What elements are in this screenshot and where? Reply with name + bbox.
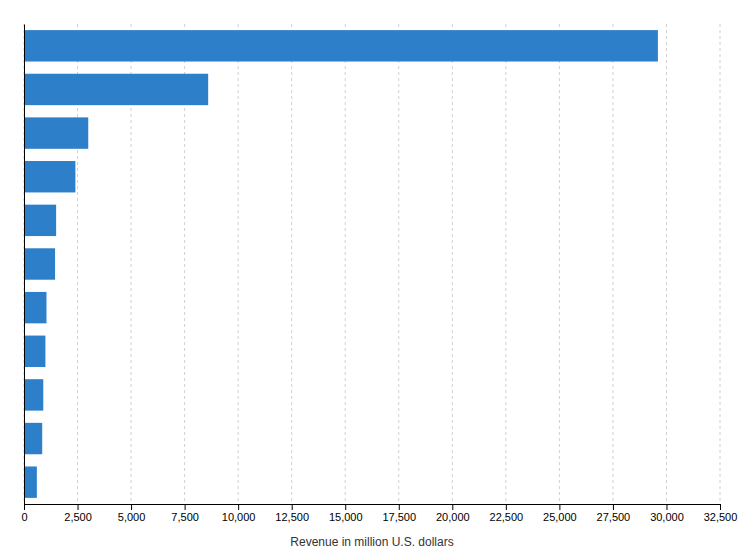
grid-line (398, 24, 399, 504)
grid-line (666, 24, 667, 504)
x-tick: 32,500 (704, 504, 738, 523)
x-tick-label: 10,000 (222, 511, 256, 523)
x-tick: 22,500 (490, 504, 524, 523)
x-tick-label: 32,500 (704, 511, 738, 523)
grid-line (24, 24, 25, 504)
x-tick-label: 7,500 (171, 511, 199, 523)
x-tick: 17,500 (382, 504, 416, 523)
grid-line (345, 24, 346, 504)
x-tick-mark (131, 504, 132, 510)
x-tick: 5,000 (118, 504, 146, 523)
x-tick: 15,000 (329, 504, 363, 523)
x-tick: 7,500 (171, 504, 199, 523)
x-tick-label: 0 (21, 511, 27, 523)
grid (24, 24, 720, 504)
bar (24, 30, 658, 61)
x-tick-mark (666, 504, 667, 510)
x-tick-mark (506, 504, 507, 510)
x-tick: 2,500 (64, 504, 92, 523)
x-tick-mark (238, 504, 239, 510)
grid-line (505, 24, 506, 504)
bar (24, 248, 55, 279)
y-axis (24, 25, 25, 505)
bar (24, 205, 56, 236)
x-tick-mark (292, 504, 293, 510)
x-tick-mark (452, 504, 453, 510)
chart-container: 0 2,500 5,000 7,500 10,000 12,500 15,000 17,500… (0, 0, 754, 560)
x-tick-mark (613, 504, 614, 510)
x-tick-mark (345, 504, 346, 510)
x-axis-title: Revenue in million U.S. dollars (290, 535, 453, 549)
x-tick-label: 2,500 (64, 511, 92, 523)
x-tick-label: 25,000 (543, 511, 577, 523)
x-tick-label: 27,500 (597, 511, 631, 523)
x-axis-line (25, 505, 721, 511)
x-tick-label: 12,500 (275, 511, 309, 523)
x-tick-label: 15,000 (329, 511, 363, 523)
grid-line (291, 24, 292, 504)
bar (24, 466, 37, 497)
x-tick-label: 20,000 (436, 511, 470, 523)
x-tick-label: 30,000 (650, 511, 684, 523)
x-tick: 27,500 (597, 504, 631, 523)
x-tick-label: 17,500 (382, 511, 416, 523)
x-tick-mark (78, 504, 79, 510)
x-axis: 0 2,500 5,000 7,500 10,000 12,500 15,000 17,500… (21, 504, 737, 523)
bar (24, 74, 208, 105)
bar (24, 117, 88, 148)
bar (24, 379, 43, 410)
x-tick-label: 22,500 (490, 511, 524, 523)
x-tick-mark (720, 504, 721, 510)
grid-line (559, 24, 560, 504)
x-tick: 25,000 (543, 504, 577, 523)
bar (24, 292, 46, 323)
bar (24, 423, 42, 454)
x-tick: 30,000 (650, 504, 684, 523)
x-tick-mark (399, 504, 400, 510)
y-axis-line (24, 25, 25, 505)
bars (24, 30, 658, 498)
bar (24, 161, 75, 192)
plot: 0 2,500 5,000 7,500 10,000 12,500 15,000 17,500… (21, 24, 737, 523)
grid-line (452, 24, 453, 504)
x-tick-label: 5,000 (118, 511, 146, 523)
bar (24, 336, 45, 367)
x-tick: 12,500 (275, 504, 309, 523)
x-tick-mark (559, 504, 560, 510)
grid-line (720, 24, 721, 504)
x-tick-mark (24, 504, 25, 510)
x-tick: 20,000 (436, 504, 470, 523)
grid-line (238, 24, 239, 504)
chart: 0 2,500 5,000 7,500 10,000 12,500 15,000 17,500… (0, 0, 754, 560)
x-tick-mark (185, 504, 186, 510)
grid-line (612, 24, 613, 504)
x-tick: 10,000 (222, 504, 256, 523)
x-tick: 0 (21, 504, 27, 523)
